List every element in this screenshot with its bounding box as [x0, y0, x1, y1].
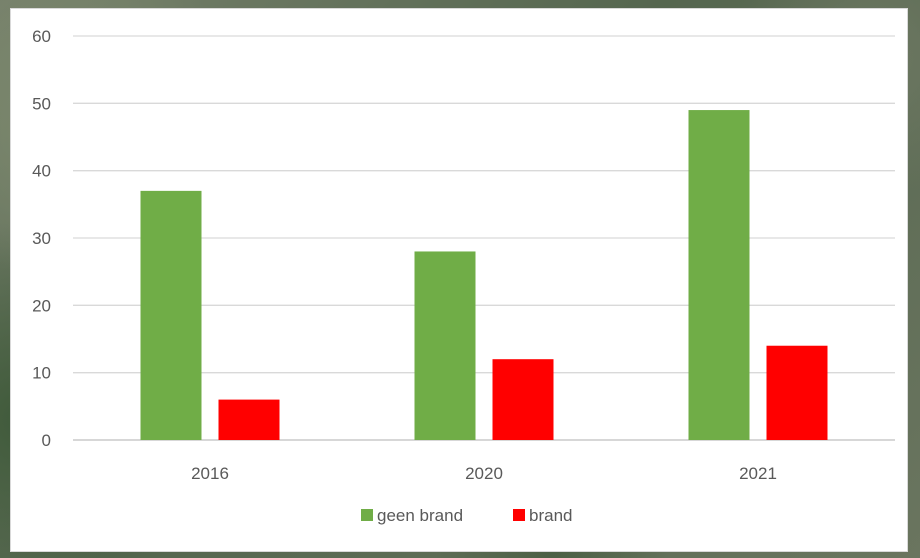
y-axis-ticks: 0 10 20 30 40 50 60: [32, 27, 51, 450]
bars: [140, 110, 828, 441]
legend: geen brand brand: [361, 506, 572, 525]
chart-card: 0 10 20 30 40 50 60 2016 2020 2021 geen brand bra…: [10, 8, 908, 552]
bar-geen-brand-2016: [140, 190, 202, 440]
y-tick-label: 40: [32, 162, 51, 181]
legend-swatch: [513, 509, 525, 521]
x-category-label: 2016: [191, 464, 229, 483]
bar-brand-2020: [492, 359, 554, 440]
bar-chart: 0 10 20 30 40 50 60 2016 2020 2021 geen brand bra…: [32, 27, 895, 525]
bar-brand-2016: [218, 399, 280, 440]
legend-label: brand: [529, 506, 572, 525]
y-tick-label: 20: [32, 296, 51, 315]
x-category-label: 2020: [465, 464, 503, 483]
y-tick-label: 30: [32, 229, 51, 248]
y-tick-label: 60: [32, 27, 51, 46]
y-tick-label: 10: [32, 364, 51, 383]
gridlines: [73, 35, 895, 441]
x-axis-categories: 2016 2020 2021: [191, 464, 777, 483]
legend-swatch: [361, 509, 373, 521]
bar-geen-brand-2020: [414, 251, 476, 440]
y-tick-label: 0: [42, 431, 51, 450]
bar-brand-2021: [766, 345, 828, 440]
legend-label: geen brand: [377, 506, 463, 525]
y-tick-label: 50: [32, 94, 51, 113]
x-category-label: 2021: [739, 464, 777, 483]
bar-geen-brand-2021: [688, 110, 750, 441]
